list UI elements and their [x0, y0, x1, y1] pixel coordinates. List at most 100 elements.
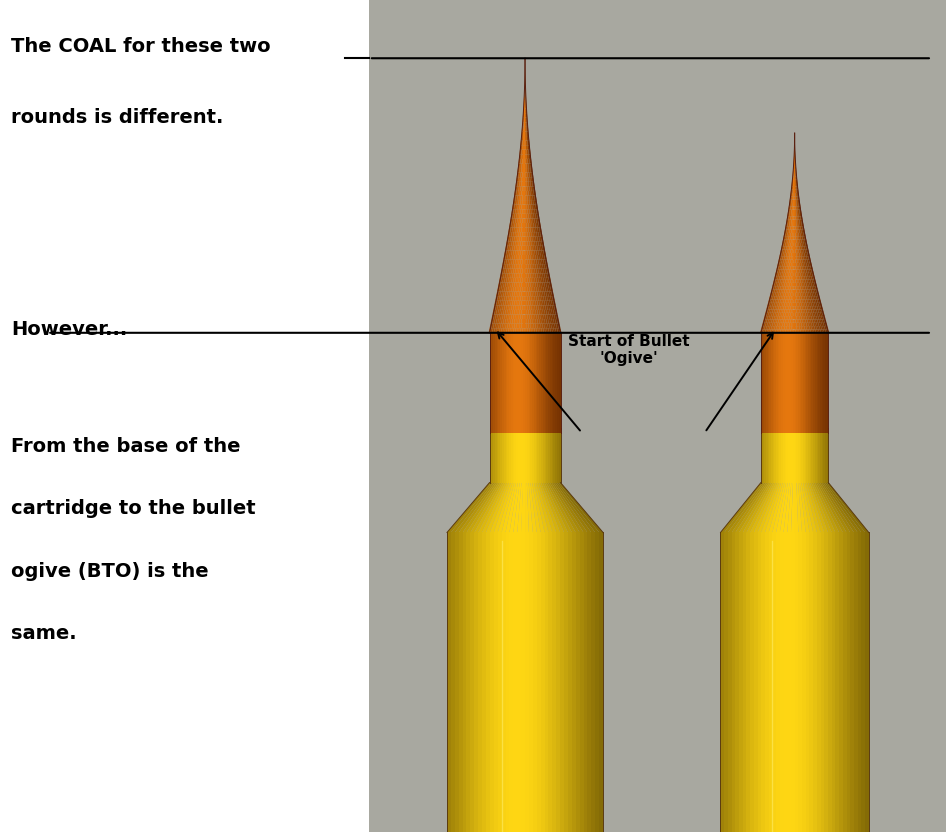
Polygon shape [787, 273, 789, 276]
Polygon shape [519, 223, 521, 227]
Polygon shape [486, 532, 490, 832]
Polygon shape [524, 250, 526, 255]
Polygon shape [793, 326, 795, 329]
Polygon shape [806, 323, 809, 326]
Polygon shape [781, 319, 783, 323]
Polygon shape [489, 329, 491, 333]
Polygon shape [801, 246, 803, 250]
Polygon shape [786, 220, 788, 223]
Polygon shape [498, 283, 500, 287]
Polygon shape [788, 276, 790, 280]
Polygon shape [805, 243, 808, 246]
Polygon shape [784, 316, 786, 319]
Polygon shape [785, 223, 788, 226]
Polygon shape [525, 273, 527, 278]
Polygon shape [826, 326, 829, 329]
Polygon shape [529, 168, 531, 172]
Polygon shape [530, 200, 532, 205]
Polygon shape [790, 290, 791, 293]
Polygon shape [800, 293, 802, 296]
Polygon shape [800, 216, 802, 220]
Polygon shape [530, 314, 532, 319]
Polygon shape [780, 313, 782, 316]
Polygon shape [839, 532, 843, 832]
Polygon shape [795, 173, 796, 176]
Polygon shape [812, 296, 814, 300]
Polygon shape [795, 256, 797, 260]
Polygon shape [795, 176, 796, 180]
Polygon shape [770, 329, 773, 333]
Polygon shape [516, 218, 517, 223]
Polygon shape [463, 532, 466, 832]
Polygon shape [530, 163, 533, 168]
Polygon shape [797, 196, 799, 200]
Polygon shape [798, 233, 800, 236]
Polygon shape [528, 305, 530, 310]
Polygon shape [527, 283, 529, 287]
Polygon shape [545, 319, 547, 324]
Polygon shape [791, 256, 793, 260]
Polygon shape [797, 186, 798, 190]
Polygon shape [800, 233, 802, 236]
Polygon shape [783, 260, 785, 263]
Polygon shape [510, 278, 512, 283]
Polygon shape [536, 232, 539, 236]
Polygon shape [792, 319, 794, 323]
Polygon shape [801, 230, 803, 233]
Polygon shape [515, 314, 517, 319]
Polygon shape [780, 333, 781, 433]
Polygon shape [792, 206, 794, 210]
Polygon shape [536, 210, 538, 214]
Polygon shape [768, 300, 771, 303]
Polygon shape [525, 182, 527, 186]
Polygon shape [771, 428, 773, 483]
Polygon shape [812, 286, 815, 290]
Polygon shape [790, 280, 792, 283]
Polygon shape [774, 290, 777, 293]
Polygon shape [533, 182, 534, 186]
Polygon shape [762, 532, 765, 832]
Polygon shape [504, 260, 507, 264]
Polygon shape [783, 266, 785, 270]
Polygon shape [801, 223, 804, 226]
Polygon shape [794, 286, 796, 290]
Polygon shape [536, 296, 538, 301]
Polygon shape [797, 243, 799, 246]
Polygon shape [780, 253, 781, 256]
Polygon shape [504, 305, 506, 310]
Polygon shape [525, 319, 527, 324]
Polygon shape [501, 273, 504, 278]
Polygon shape [764, 333, 766, 433]
Polygon shape [815, 316, 817, 319]
Polygon shape [762, 333, 764, 433]
Polygon shape [517, 177, 518, 182]
Polygon shape [797, 236, 799, 240]
Polygon shape [522, 172, 524, 177]
Polygon shape [491, 324, 494, 329]
Polygon shape [804, 306, 806, 310]
Polygon shape [814, 319, 816, 323]
Polygon shape [807, 280, 809, 283]
Polygon shape [520, 296, 522, 301]
Polygon shape [823, 333, 825, 433]
Polygon shape [527, 310, 529, 314]
Polygon shape [503, 319, 505, 324]
Polygon shape [827, 333, 829, 433]
Polygon shape [775, 333, 776, 433]
Polygon shape [808, 283, 810, 286]
Polygon shape [781, 280, 784, 283]
Polygon shape [791, 283, 793, 286]
Polygon shape [812, 270, 814, 273]
Polygon shape [513, 310, 515, 314]
Polygon shape [810, 263, 812, 266]
Polygon shape [523, 324, 525, 329]
Polygon shape [548, 324, 550, 329]
Polygon shape [788, 226, 791, 230]
Polygon shape [523, 283, 525, 287]
Polygon shape [813, 290, 815, 293]
Polygon shape [775, 286, 778, 290]
Polygon shape [798, 266, 800, 270]
Polygon shape [812, 483, 835, 532]
Polygon shape [797, 428, 798, 483]
Polygon shape [739, 483, 771, 532]
